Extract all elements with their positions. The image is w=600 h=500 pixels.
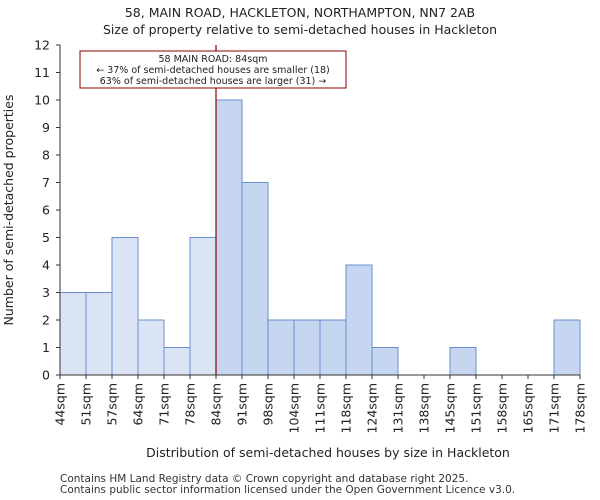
histogram-bar xyxy=(345,264,373,376)
annotation-frame xyxy=(79,50,347,89)
x-tick-label: 111sqm xyxy=(313,383,328,433)
x-tick-label: 78sqm xyxy=(183,383,198,426)
x-tick-label: 138sqm xyxy=(417,383,432,433)
histogram-bar xyxy=(163,347,191,376)
histogram-bar xyxy=(111,237,139,376)
x-tick-label: 71sqm xyxy=(157,383,172,426)
footer-copyright: Contains HM Land Registry data © Crown c… xyxy=(60,473,469,485)
x-tick-label: 98sqm xyxy=(261,383,276,426)
y-axis-label: Number of semi-detached properties xyxy=(1,95,16,326)
bars-layer xyxy=(59,99,581,376)
histogram-bar xyxy=(85,292,113,376)
x-tick-label: 131sqm xyxy=(391,383,406,433)
x-tick-label: 57sqm xyxy=(105,383,120,426)
histogram-bar xyxy=(319,319,347,376)
histogram-bar xyxy=(59,292,87,376)
annotation-line-2: ← 37% of semi-detached houses are smalle… xyxy=(96,65,330,76)
chart-subtitle: Size of property relative to semi-detach… xyxy=(102,22,498,37)
x-tick-label: 124sqm xyxy=(365,383,380,433)
y-tick-label: 8 xyxy=(42,148,50,163)
y-tick-label: 0 xyxy=(42,368,50,383)
x-tick-label: 145sqm xyxy=(443,383,458,433)
y-tick-label: 6 xyxy=(42,203,50,218)
y-tick-label: 3 xyxy=(42,285,50,300)
x-tick-label: 171sqm xyxy=(547,383,562,433)
y-tick-label: 11 xyxy=(34,65,50,80)
chart-title: 58, MAIN ROAD, HACKLETON, NORTHAMPTON, N… xyxy=(124,5,476,20)
y-tick-label: 7 xyxy=(42,175,50,190)
y-tick-label: 5 xyxy=(42,230,50,245)
x-tick-labels: 44sqm 51sqm 57sqm 64sqm 71sqm 78sqm 84sqm 91sqm… xyxy=(53,383,588,433)
x-tick-label: 84sqm xyxy=(209,383,224,426)
annotation-line-3: 63% of semi-detached houses are larger (… xyxy=(100,76,327,87)
x-tick-label: 165sqm xyxy=(521,383,536,433)
histogram-bar xyxy=(293,319,321,376)
x-tick-label: 44sqm xyxy=(53,383,68,426)
x-tick-label: 118sqm xyxy=(339,383,354,433)
histogram-bar xyxy=(137,319,165,376)
x-tick-label: 158sqm xyxy=(495,383,510,433)
annotation-box: 58 MAIN ROAD: 84sqm ← 37% of semi-detach… xyxy=(79,50,347,89)
histogram-bar xyxy=(241,182,269,376)
y-tick-label: 12 xyxy=(34,38,50,53)
y-tick-label: 1 xyxy=(42,340,50,355)
x-tick-label: 91sqm xyxy=(235,383,250,426)
histogram-bar xyxy=(267,319,295,376)
footer-licence: Contains public sector information licen… xyxy=(60,484,516,496)
x-tick-label: 178sqm xyxy=(573,383,588,433)
axes-layer xyxy=(56,44,581,379)
x-tick-label: 64sqm xyxy=(131,383,146,426)
y-tick-label: 4 xyxy=(42,258,50,273)
histogram-bar xyxy=(371,347,399,376)
histogram-bar xyxy=(449,347,477,376)
histogram-bar xyxy=(189,237,217,376)
x-tick-label: 104sqm xyxy=(287,383,302,433)
histogram-bar xyxy=(553,319,581,376)
x-tick-label: 51sqm xyxy=(79,383,94,426)
y-tick-label: 2 xyxy=(42,313,50,328)
annotation-line-1: 58 MAIN ROAD: 84sqm xyxy=(159,54,268,65)
x-tick-label: 151sqm xyxy=(469,383,484,433)
x-axis-label: Distribution of semi-detached houses by … xyxy=(146,445,510,460)
histogram-bar xyxy=(215,99,243,376)
y-tick-label: 9 xyxy=(42,120,50,135)
y-tick-label: 10 xyxy=(34,93,50,108)
